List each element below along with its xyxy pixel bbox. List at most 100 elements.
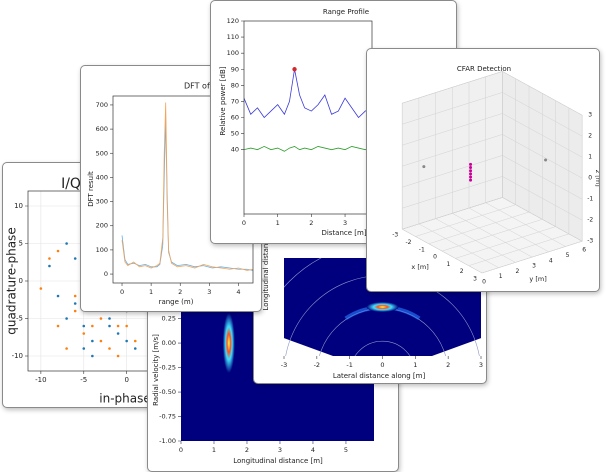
grid-line [402, 176, 503, 209]
grid-line [402, 92, 503, 125]
x-tick-label: 2 [178, 288, 182, 296]
y-tick-label: 0.25 [162, 315, 176, 323]
grid-line [502, 197, 583, 242]
x-tick-label: -2 [406, 239, 412, 246]
x-axis-label: range (m) [159, 298, 194, 306]
y-tick-label: -0.25 [159, 364, 176, 372]
x-tick-label: 0 [433, 254, 437, 261]
y-axis-label: Longitudinal distance [262, 235, 270, 310]
x-axis-label: Longitudinal distance [m] [233, 457, 323, 465]
y-tick-label: 50 [231, 130, 239, 138]
y-axis-label: DFT result [87, 171, 95, 207]
z-tick-label: -2 [587, 217, 593, 224]
scatter-point [56, 294, 60, 298]
detection-marker [292, 67, 297, 72]
y-tick-label: 40 [231, 146, 239, 154]
scatter-point [73, 302, 77, 305]
x-tick-label: 2 [245, 446, 249, 454]
y-tick-label: 3 [532, 263, 536, 270]
heatmap-peak [222, 313, 235, 374]
grid-line [485, 202, 566, 247]
scatter-point [108, 317, 111, 320]
grid-line [502, 134, 583, 179]
y-tick-label: 2 [515, 268, 519, 275]
grid-line [402, 134, 503, 167]
x-tick-label: 5 [344, 446, 348, 454]
scatter3d-point [469, 169, 473, 173]
scatter3d-point [469, 178, 473, 182]
x-tick-label: -5 [80, 376, 87, 384]
chart-title: DFT of IF [184, 82, 220, 91]
y-tick-label: 60 [231, 114, 239, 122]
x-tick-label: 1 [446, 261, 450, 268]
y-tick-label: 0 [104, 270, 108, 278]
y-tick-label: 0 [19, 277, 23, 285]
y-tick-label: 200 [96, 222, 108, 230]
scatter-point [125, 339, 128, 343]
grid-line [502, 155, 583, 200]
grid-line [435, 218, 516, 263]
scatter3d-point [469, 172, 473, 176]
z-axis-label: z [m] [594, 170, 599, 187]
z-tick-label: 0 [588, 175, 592, 182]
x-tick-label: -10 [35, 376, 46, 384]
y-tick-label: 700 [96, 101, 108, 109]
chart-title: I/Q [61, 176, 81, 192]
x-tick-label: 4 [311, 446, 315, 454]
x-tick-label: -1 [419, 246, 425, 253]
z-tick-label: 2 [588, 133, 592, 140]
scatter-point [56, 324, 60, 328]
scatter-point [73, 257, 77, 260]
y-tick-label: 5 [19, 240, 23, 248]
x-tick-label: 0 [242, 219, 246, 227]
y-tick-label: 10 [14, 202, 23, 210]
x-axis-label: Lateral distance along [m] [333, 372, 426, 380]
scatter-point [56, 249, 60, 253]
y-axis-label: quadrature-phase [5, 227, 19, 334]
y-tick-label: 6 [582, 247, 586, 254]
y-tick-label: 500 [96, 149, 108, 157]
scatter3d-point [469, 166, 473, 170]
scatter-point [108, 347, 111, 350]
scatter-point [82, 332, 86, 335]
scatter-point [133, 347, 137, 350]
line-series [121, 102, 253, 271]
x-tick-label: 1 [212, 446, 216, 454]
y-tick-label: 400 [96, 173, 108, 181]
series-layer [244, 67, 372, 152]
y-tick-label: 5 [566, 252, 570, 259]
scatter-point [82, 347, 86, 350]
x-axis-label: x [m] [411, 263, 428, 271]
grid-line [402, 197, 503, 230]
x-tick-label: 3 [479, 361, 483, 369]
scatter-point [91, 339, 94, 343]
cfar-card: CFAR Detection -3 -2 -1 0 1 2 3 0 1 2 3 4 5 6 -3 -2 -1 0 1 2… [366, 48, 600, 292]
x-tick-label: 4 [236, 288, 240, 296]
z-tick-label: 3 [588, 112, 592, 119]
scatter-point [82, 324, 86, 328]
x-tick-label: -3 [392, 232, 398, 239]
scatter3d-point [469, 175, 473, 179]
x-tick-label: 0 [380, 361, 384, 369]
x-tick-label: 3 [278, 446, 282, 454]
x-tick-label: 2 [460, 268, 464, 275]
y-tick-label: 100 [96, 246, 108, 254]
grid-line [502, 113, 583, 158]
z-tick-label: 1 [588, 154, 592, 161]
scatter3d-point [422, 165, 426, 169]
chart-title: CFAR Detection [457, 65, 511, 73]
y-tick-label: -1.00 [159, 437, 176, 445]
x-tick-label: 3 [343, 219, 347, 227]
scatter-point [108, 324, 111, 328]
scatter-point [91, 354, 94, 358]
scatter-point [65, 347, 68, 350]
y-tick-label: 0.00 [162, 339, 176, 347]
line-series [244, 146, 372, 152]
y-tick-label: -0.50 [159, 388, 176, 396]
y-tick-label: 90 [231, 65, 239, 73]
y-tick-label: -0.75 [159, 413, 176, 421]
x-axis-label: Distance [m] [321, 229, 366, 237]
y-tick-label: -5 [16, 315, 23, 323]
